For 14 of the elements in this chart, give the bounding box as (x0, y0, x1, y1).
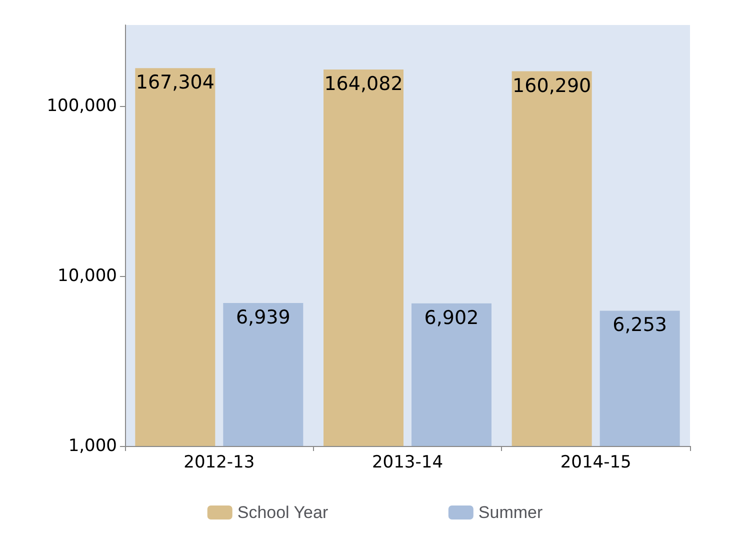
x-tick-label: 2014-15 (560, 452, 632, 472)
data-label: 167,304 (136, 72, 214, 94)
data-label: 6,902 (424, 306, 479, 329)
data-label: 6,253 (612, 314, 668, 336)
legend-label: Summer (478, 503, 543, 522)
data-label: 6,939 (236, 306, 290, 329)
x-tick-label: 2013-14 (372, 452, 444, 472)
y-tick-label: 100,000 (46, 96, 117, 116)
legend-label: School Year (237, 503, 328, 522)
y-tick-label: 10,000 (58, 266, 117, 286)
data-label: 164,082 (324, 73, 403, 96)
data-label: 160,290 (512, 74, 592, 97)
y-tick-label: 1,000 (68, 436, 117, 456)
x-tick-label: 2012-13 (184, 452, 255, 472)
